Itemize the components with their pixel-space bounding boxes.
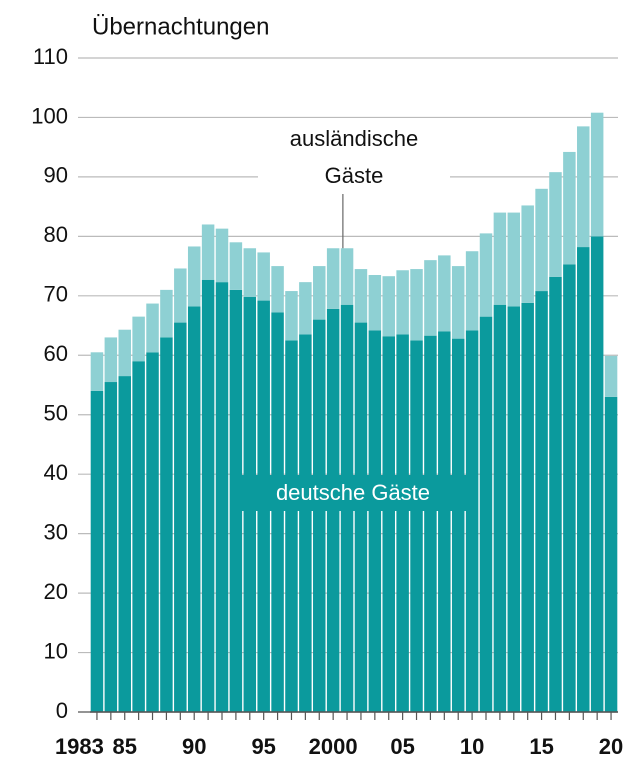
bar-segment xyxy=(229,289,243,712)
bar-segment xyxy=(313,266,326,320)
bar-segment xyxy=(479,316,493,712)
bar-segment xyxy=(174,268,187,323)
bar-segment xyxy=(507,306,521,712)
bar-segment xyxy=(146,303,159,353)
series-label: ausländische Gäste xyxy=(258,120,450,194)
bar-segment xyxy=(493,304,507,712)
bar-segment xyxy=(549,172,562,277)
y-tick-label: 0 xyxy=(56,698,68,723)
bar-segment xyxy=(396,270,409,335)
bar-segment xyxy=(563,264,576,712)
bar-segment xyxy=(132,361,145,712)
bar-segment xyxy=(479,233,493,317)
bar-segment xyxy=(187,246,201,307)
bar-segment xyxy=(549,276,562,712)
x-tick-label: 2000 xyxy=(309,734,358,759)
bar-segment xyxy=(521,205,534,303)
bar-segment xyxy=(410,340,423,712)
bar-segment xyxy=(229,242,243,290)
y-tick-label: 50 xyxy=(44,401,68,426)
bar-segment xyxy=(90,390,104,712)
bar-segment xyxy=(438,331,451,712)
bar-segment xyxy=(215,282,229,712)
bar-segment xyxy=(299,334,312,712)
bar-segment xyxy=(118,329,131,377)
bar-segment xyxy=(507,212,521,307)
x-tick-label: 15 xyxy=(529,734,553,759)
y-tick-label: 100 xyxy=(31,103,68,128)
bar-segment xyxy=(451,338,465,712)
bar-segment xyxy=(257,252,270,301)
bar-segment xyxy=(535,291,548,712)
x-tick-label: 20 xyxy=(599,734,623,759)
y-tick-label: 40 xyxy=(44,460,68,485)
y-tick-label: 70 xyxy=(44,282,68,307)
bar-segment xyxy=(160,337,173,712)
bar-segment xyxy=(201,279,215,712)
bar-segment xyxy=(535,188,548,292)
bar-segment xyxy=(493,212,507,305)
x-tick-label: 85 xyxy=(112,734,136,759)
bar-segment xyxy=(521,302,534,712)
bar-segment xyxy=(563,151,576,265)
y-tick-label: 110 xyxy=(33,44,68,69)
chart-title: Übernachtungen xyxy=(92,13,269,40)
bar-segment xyxy=(132,316,145,362)
y-tick-label: 80 xyxy=(44,222,68,247)
x-tick-label: 05 xyxy=(390,734,414,759)
bar-segment xyxy=(118,376,131,712)
bar-segment xyxy=(410,269,423,341)
y-tick-label: 60 xyxy=(44,341,68,366)
bar-segment xyxy=(424,335,437,712)
bar-segment xyxy=(326,248,340,309)
bar-segment xyxy=(577,126,590,248)
bar-segment xyxy=(465,330,479,712)
bar-segment xyxy=(396,334,409,712)
bar-segment xyxy=(104,382,118,712)
bar-segment xyxy=(368,330,382,712)
bar-segment xyxy=(382,336,395,712)
bar-segment xyxy=(201,224,215,280)
bar-segment xyxy=(368,275,382,331)
y-tick-label: 20 xyxy=(44,579,68,604)
bar-segment xyxy=(271,266,284,313)
y-tick-label: 30 xyxy=(44,519,68,544)
x-tick-label: 95 xyxy=(251,734,275,759)
bar-segment xyxy=(215,228,229,283)
bar-segment xyxy=(354,269,368,323)
bar-segment xyxy=(340,248,354,305)
x-tick-label: 10 xyxy=(460,734,484,759)
bar-segment xyxy=(174,322,187,712)
bar-segment xyxy=(424,260,437,336)
bar-segment xyxy=(604,355,618,397)
bar-segment xyxy=(604,396,618,712)
bar-segment xyxy=(382,276,395,337)
bar-segment xyxy=(354,322,368,712)
y-tick-label: 10 xyxy=(44,638,68,663)
x-tick-label: 1983 xyxy=(55,734,104,759)
bar-segment xyxy=(590,112,604,237)
bar-segment xyxy=(187,306,201,712)
bar-segment xyxy=(313,319,326,712)
bar-segment xyxy=(577,247,590,712)
bar-segment xyxy=(160,289,173,338)
bar-segment xyxy=(90,352,104,391)
series-label: deutsche Gäste xyxy=(238,475,468,511)
bar-segment xyxy=(243,248,257,298)
y-tick-label: 90 xyxy=(44,163,68,188)
bar-segment xyxy=(285,291,298,341)
bar-segment xyxy=(438,255,451,332)
bar-segment xyxy=(271,312,284,712)
bar-segment xyxy=(299,282,312,335)
bar-segment xyxy=(590,236,604,712)
bar-segment xyxy=(104,337,118,383)
bar-segment xyxy=(146,352,159,712)
bar-segment xyxy=(285,340,298,712)
bar-segment xyxy=(465,251,479,331)
x-tick-label: 90 xyxy=(182,734,206,759)
bar-segment xyxy=(451,266,465,339)
